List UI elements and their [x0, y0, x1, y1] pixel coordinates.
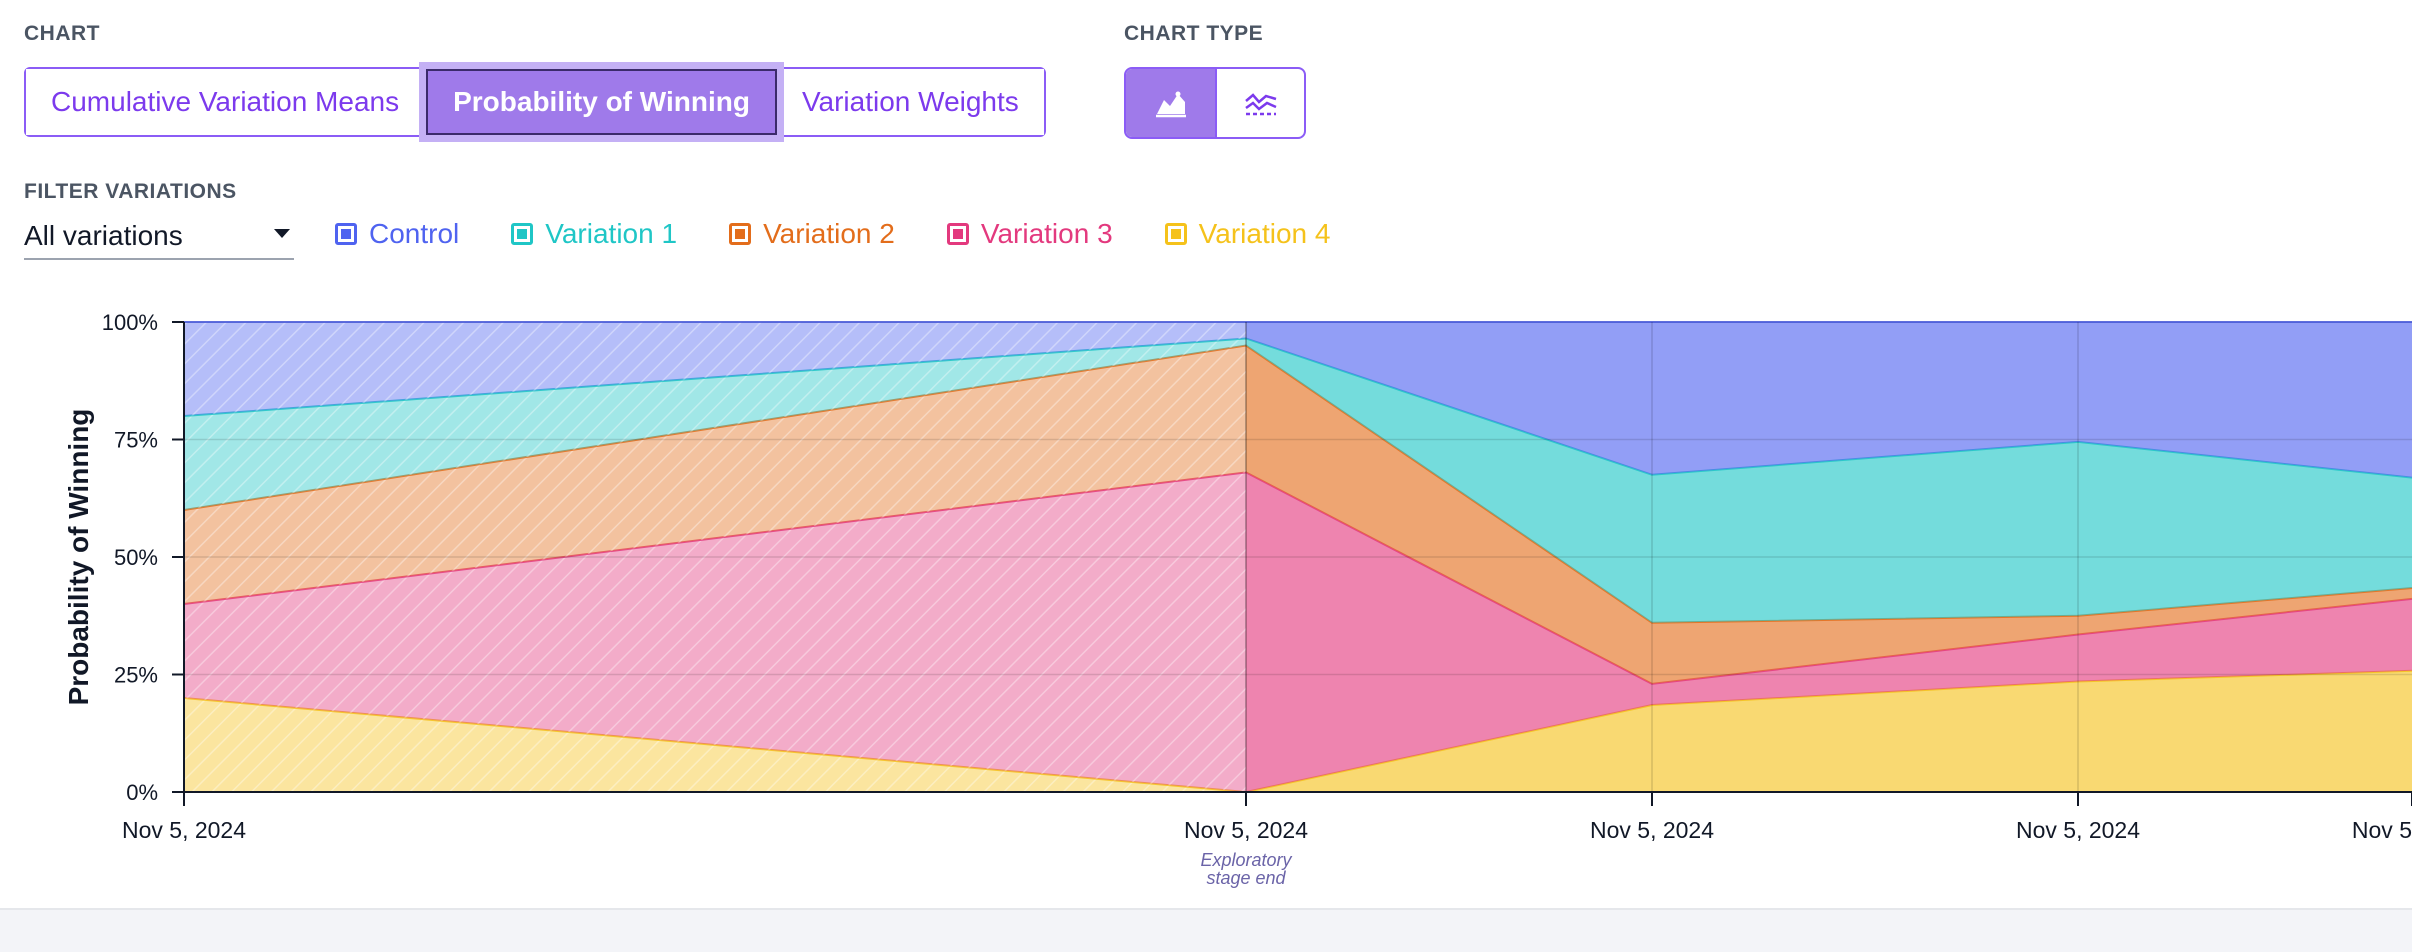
area-variation-3 [1246, 472, 2412, 792]
legend-item-variation-4[interactable]: Variation 4 [1164, 218, 1331, 250]
checkbox-icon [511, 223, 534, 245]
chart-tabs: Cumulative Variation Means Probability o… [24, 62, 1046, 142]
legend-label: Variation 1 [545, 218, 678, 249]
chart-areas [183, 321, 2412, 794]
legend-label: Variation 2 [763, 218, 895, 249]
x-tick-label: Nov 5, 2024 [1184, 817, 1308, 843]
legend-label: Control [369, 218, 460, 249]
page-footer-band [0, 908, 2412, 952]
y-tick-label: 0% [126, 780, 158, 805]
y-tick-label: 75% [114, 428, 158, 453]
chart-type-toggle [1124, 67, 1306, 139]
checkbox-icon [729, 223, 752, 245]
probability-of-winning-chart: 0% 25% 50% 75% 100% Nov 5, 2024 Nov 5, 2024 Nov… [63, 310, 2412, 888]
chart-type-label: CHART TYPE [1124, 22, 1264, 45]
annotation-exploratory-stage-end: stage end [1206, 868, 1286, 888]
legend-item-variation-2[interactable]: Variation 2 [729, 218, 895, 250]
line-chart-icon [1244, 93, 1277, 116]
x-tick-label: Nov 5, 2024 [1590, 817, 1714, 843]
y-tick-label: 50% [114, 545, 158, 570]
y-tick-label: 100% [102, 310, 158, 335]
tab-cumulative-variation-means[interactable]: Cumulative Variation Means [26, 69, 427, 135]
area-variation-2-exploratory-hatch [184, 345, 1246, 604]
legend-item-variation-1[interactable]: Variation 1 [511, 218, 677, 250]
chart-section-label: CHART [24, 22, 100, 45]
chevron-down-icon [274, 229, 290, 238]
filter-variations-label: FILTER VARIATIONS [24, 180, 237, 203]
checkbox-icon [335, 223, 357, 245]
tab-variation-weights[interactable]: Variation Weights [776, 69, 1044, 135]
y-tick-label: 25% [114, 663, 158, 688]
checkbox-icon [1164, 223, 1187, 245]
annotation-exploratory-stage-end: Exploratory [1200, 850, 1292, 870]
legend-label: Variation 3 [980, 218, 1113, 249]
area-control-exploratory-hatch [184, 322, 1246, 416]
tab-probability-of-winning[interactable]: Probability of Winning [419, 62, 784, 142]
area-variation-2 [1246, 345, 2412, 684]
y-axis-label: Probability of Winning [63, 409, 94, 706]
area-variation-3-exploratory-hatch [184, 472, 1246, 792]
variation-filter-select[interactable]: All variations [24, 214, 294, 260]
area-chart-icon [1155, 91, 1186, 118]
x-tick-label: Nov 5, 2024 [122, 817, 246, 843]
legend-label: Variation 4 [1198, 218, 1331, 249]
legend-item-variation-3[interactable]: Variation 3 [946, 218, 1113, 250]
area-variation-1-exploratory-hatch [184, 338, 1246, 510]
legend-item-control[interactable]: Control [335, 218, 459, 250]
area-chart-button[interactable] [1126, 69, 1215, 137]
line-chart-button[interactable] [1215, 69, 1304, 137]
chart-axes: 0% 25% 50% 75% 100% Nov 5, 2024 Nov 5, 2024 Nov… [102, 310, 2412, 888]
checkbox-icon [946, 223, 969, 245]
area-control [1246, 322, 2412, 478]
x-tick-label: Nov 5 [2352, 817, 2412, 843]
variation-filter-value: All variations [24, 220, 183, 251]
area-variation-4 [1246, 670, 2412, 792]
x-tick-label: Nov 5, 2024 [2016, 817, 2140, 843]
area-variation-1 [1246, 338, 2412, 623]
variation-legend: Control Variation 1 Variation 2 Variatio… [335, 214, 1382, 254]
